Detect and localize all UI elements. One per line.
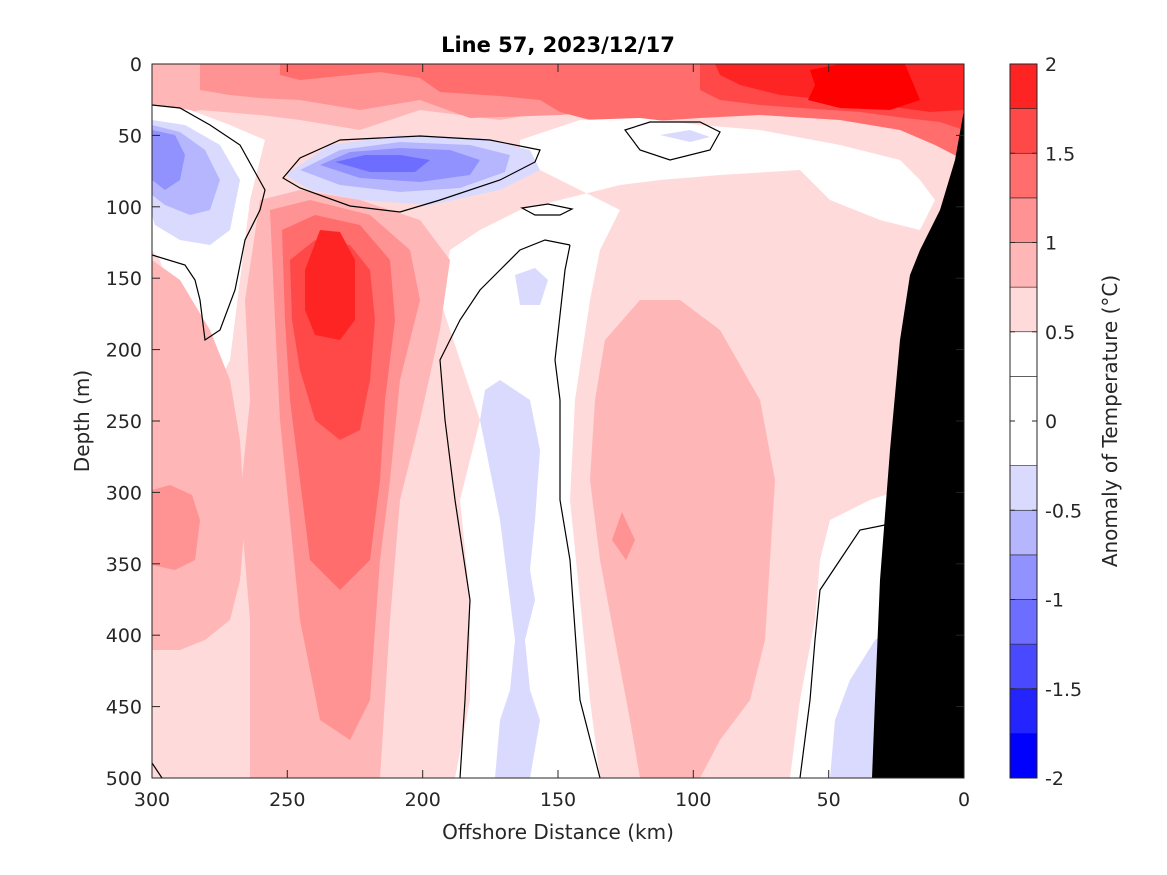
colorbar-swatch	[1009, 599, 1038, 645]
x-tick-label: 50	[817, 789, 841, 811]
colorbar-tick-label: -2	[1045, 768, 1064, 790]
contour-fill	[152, 64, 964, 778]
colorbar-swatch	[1009, 465, 1038, 511]
colorbar-tick-label: 1	[1045, 233, 1057, 255]
colorbar-swatch	[1009, 63, 1038, 109]
x-axis	[151, 64, 965, 778]
colorbar-tick-label: -1	[1045, 590, 1064, 612]
contour-warm-spot	[612, 512, 635, 560]
x-tick-label: 150	[540, 789, 576, 811]
colorbar-tick-label: 2	[1045, 54, 1057, 76]
contour-line-center	[282, 135, 541, 213]
colorbar-swatch	[1009, 152, 1038, 199]
plot-area	[152, 64, 964, 778]
contour-line-left	[152, 104, 266, 342]
colorbar-swatch	[1009, 688, 1038, 734]
colorbar-tick-labels: 2 1.5 1 0.5 0 -0.5 -1 -1.5 -2	[1045, 54, 1082, 790]
contour-line-small-mid	[520, 203, 574, 216]
colorbar-swatch	[1009, 242, 1038, 288]
contour-lines	[152, 104, 886, 778]
y-tick-label: 200	[106, 340, 142, 362]
colorbar-tick-label: 0.5	[1045, 322, 1075, 344]
y-tick-label: 100	[106, 197, 142, 219]
colorbar: 2 1.5 1 0.5 0 -0.5 -1 -1.5 -2 Anomaly of…	[1009, 54, 1122, 790]
y-axis	[152, 63, 964, 779]
colorbar-tick-label: -1.5	[1045, 679, 1082, 701]
y-tick-label: 450	[106, 697, 142, 719]
y-tick-label: 50	[118, 125, 142, 147]
x-tick-label: 0	[958, 789, 970, 811]
contour-line-small-top	[624, 121, 721, 161]
y-tick-label: 150	[106, 268, 142, 290]
x-tick-label: 100	[675, 789, 711, 811]
contour-line-coast	[799, 524, 886, 778]
colorbar-swatch	[1009, 197, 1038, 243]
chart-title: Line 57, 2023/12/17	[441, 33, 675, 57]
contour-cold-spot	[515, 268, 548, 305]
y-tick-label: 350	[106, 554, 142, 576]
y-tick-label: 400	[106, 625, 142, 647]
x-tick-label: 200	[405, 789, 441, 811]
contour-line-band-right	[439, 239, 571, 778]
y-tick-label: 300	[106, 482, 142, 504]
colorbar-swatch	[1009, 509, 1038, 556]
colorbar-tick-label: 0	[1045, 411, 1057, 433]
contour-surface-warm-6	[808, 64, 920, 110]
contour-cold-center-4	[335, 155, 430, 172]
colorbar-swatch	[1009, 108, 1038, 154]
land-mask	[872, 110, 964, 778]
colorbar-swatch	[1009, 554, 1038, 600]
colorbar-swatch	[1009, 331, 1038, 377]
x-tick-label: 300	[134, 789, 170, 811]
contour-cold-band	[480, 380, 540, 778]
contour-line-band-left	[554, 244, 601, 778]
colorbar-tick-label: -0.5	[1045, 500, 1082, 522]
y-tick-label: 500	[106, 768, 142, 790]
y-tick-label: 250	[106, 411, 142, 433]
colorbar-swatch	[1009, 286, 1038, 333]
y-tick-labels: 0 50 100 150 200 250 300 350 400 450 500	[106, 54, 142, 790]
contour-warm-left-2	[152, 485, 200, 570]
x-tick-labels: 300 250 200 150 100 50 0	[134, 789, 970, 811]
contour-cold-left-3	[152, 130, 185, 190]
colorbar-swatch	[1009, 733, 1038, 779]
colorbar-label: Anomaly of Temperature (°C)	[1098, 275, 1122, 567]
contour-cold-small	[660, 130, 710, 142]
contour-line-corner	[152, 762, 163, 778]
y-tick-label: 0	[130, 54, 142, 76]
x-axis-label: Offshore Distance (km)	[442, 820, 674, 844]
colorbar-swatch	[1009, 643, 1038, 690]
x-tick-label: 250	[269, 789, 305, 811]
contour-warm-core-5	[305, 230, 355, 340]
colorbar-tick-label: 1.5	[1045, 143, 1075, 165]
contour-warm-band	[590, 300, 775, 778]
colorbar-ticks	[1010, 63, 1037, 779]
y-axis-label: Depth (m)	[70, 370, 94, 472]
